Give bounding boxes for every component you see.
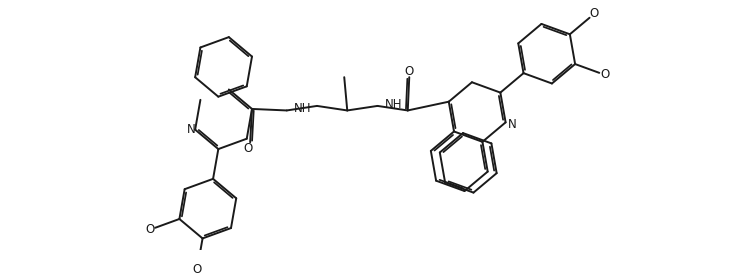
Text: O: O xyxy=(600,68,609,81)
Text: O: O xyxy=(192,263,202,273)
Text: N: N xyxy=(507,118,516,131)
Text: NH: NH xyxy=(384,97,402,111)
Text: O: O xyxy=(589,7,599,20)
Text: NH: NH xyxy=(294,102,311,115)
Text: O: O xyxy=(145,223,154,236)
Text: N: N xyxy=(187,123,196,136)
Text: O: O xyxy=(244,142,253,155)
Text: O: O xyxy=(405,65,414,78)
